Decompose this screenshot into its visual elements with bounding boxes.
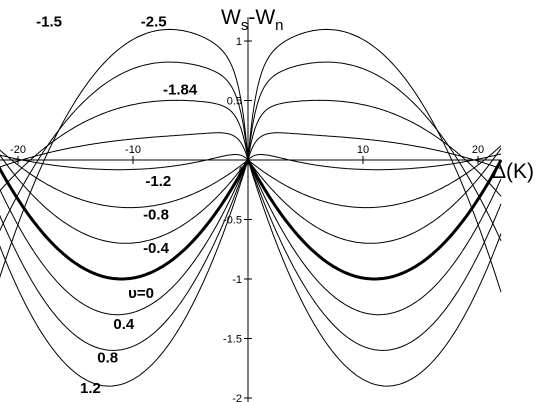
y-axis-title-sub2: n [275, 17, 283, 34]
curve-label: 1.2 [80, 380, 101, 397]
y-tick-label: 1 [236, 36, 242, 48]
curve-label: -1.84 [163, 82, 198, 99]
y-tick-label: -2 [232, 393, 242, 402]
x-axis-title: Δ(K) [492, 160, 534, 183]
x-tick-label: 10 [357, 144, 369, 156]
series-curve [0, 145, 502, 209]
curve-label: -0.4 [143, 240, 170, 257]
series-curve [0, 158, 502, 387]
y-tick-label: -1 [232, 274, 242, 286]
curve-group [0, 28, 503, 387]
curve-label-group: -1.5 -2.5 -1.84 -1.2 -0.8 -0.4 υ=0 0.4 0.8 1.2 [36, 14, 198, 398]
curve-label: 0.4 [113, 316, 135, 333]
x-tick-label: -10 [125, 144, 141, 156]
y-tick-label: -0.5 [223, 215, 242, 227]
curve-label: 0.8 [97, 349, 118, 366]
curve-label: υ=0 [128, 285, 154, 302]
y-axis-title-sub1: s [241, 17, 249, 34]
y-axis-title-sep: -W [248, 6, 275, 29]
x-tick-label: -20 [10, 144, 26, 156]
y-tick-label: 0.5 [227, 96, 242, 108]
series-curve [0, 158, 502, 316]
y-axis-title: Ws-Wn [221, 6, 284, 34]
curve-label: -1.2 [145, 173, 171, 190]
series-curve [0, 158, 502, 351]
y-axis-title-main: W [221, 6, 241, 29]
series-curve [0, 28, 502, 293]
origin-label: 0 [239, 165, 245, 177]
x-tick-label: 20 [472, 144, 484, 156]
curve-label: -1.5 [36, 14, 62, 31]
y-tick-label: -1.5 [223, 334, 242, 346]
curve-label: -0.8 [143, 207, 169, 224]
curve-label: -2.5 [141, 14, 167, 31]
